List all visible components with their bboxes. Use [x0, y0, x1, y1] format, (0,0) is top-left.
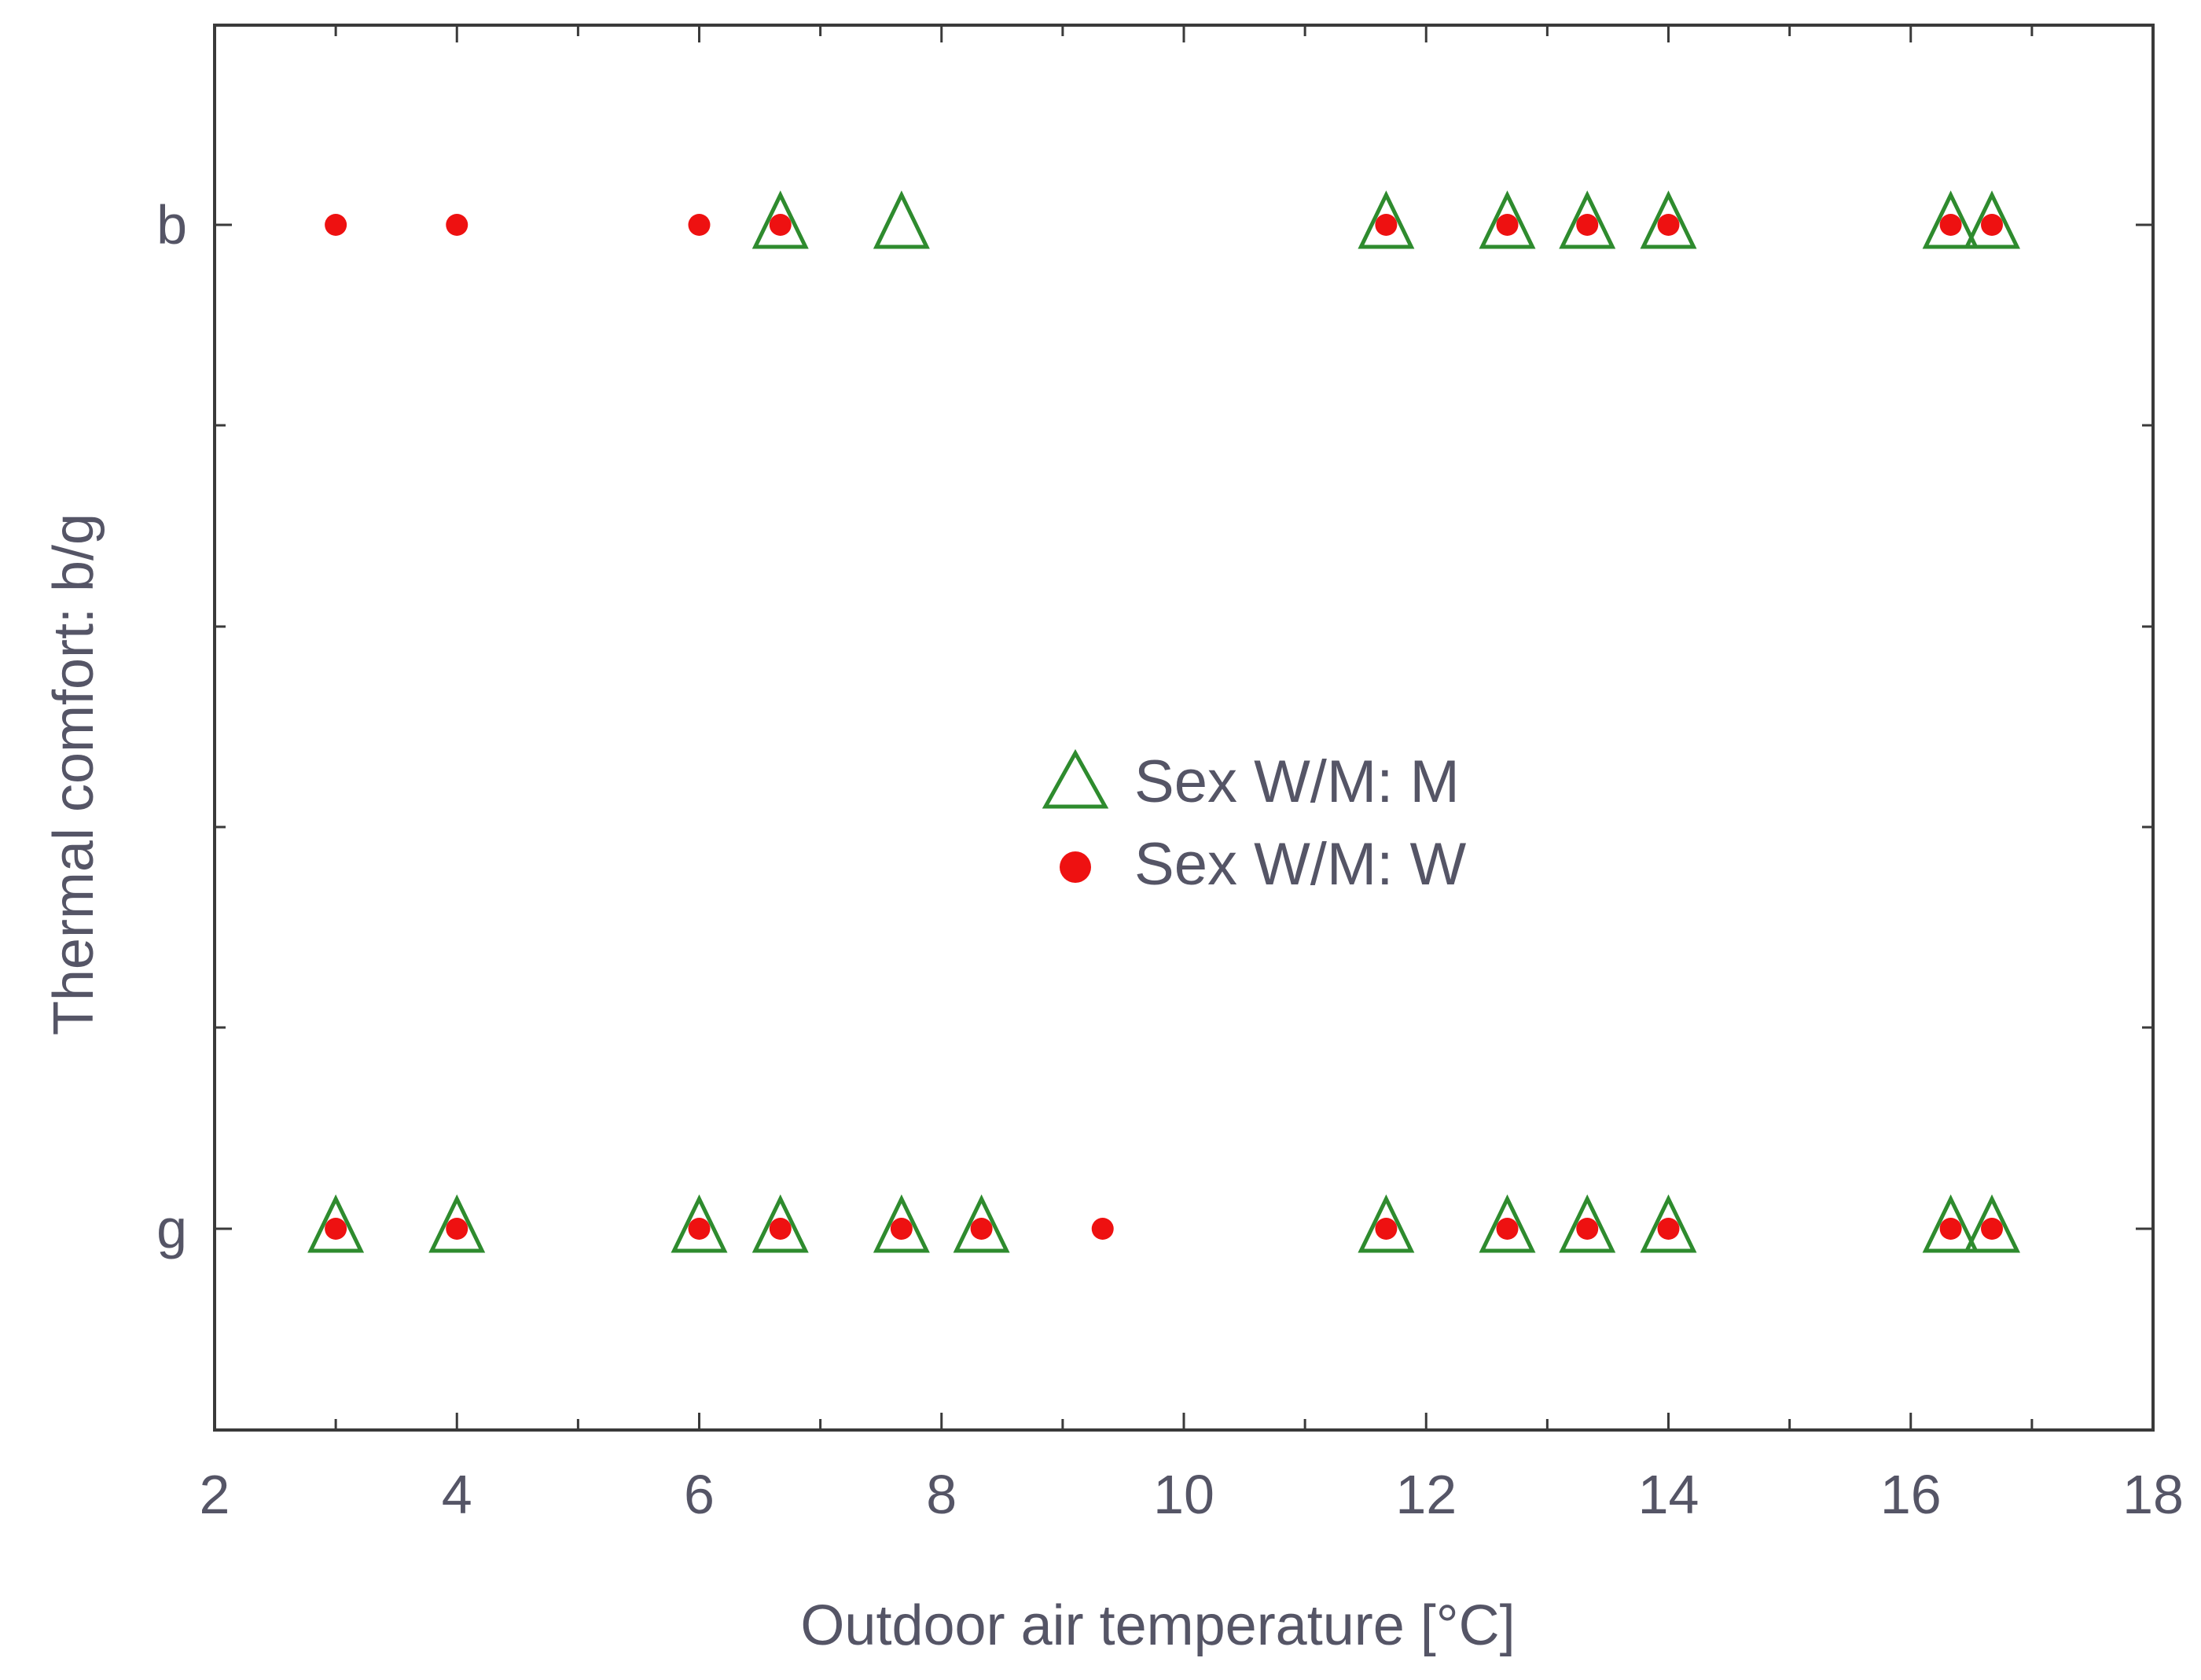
marker-w	[1375, 214, 1398, 236]
marker-w	[1375, 1218, 1398, 1240]
x-tick-label: 6	[684, 1464, 715, 1525]
marker-w	[1576, 214, 1599, 236]
x-tick-label: 14	[1638, 1464, 1699, 1525]
y-tick-label: g	[156, 1198, 187, 1259]
marker-m	[1964, 1194, 2021, 1253]
x-tick-label: 16	[1880, 1464, 1942, 1525]
x-tick-label: 18	[2122, 1464, 2184, 1525]
marker-m	[1358, 190, 1415, 249]
marker-m	[1922, 190, 1979, 249]
marker-m	[1640, 1194, 1697, 1253]
marker-m	[1479, 1194, 1536, 1253]
marker-m	[1922, 1194, 1979, 1253]
marker-m	[751, 190, 809, 249]
marker-m	[1559, 190, 1616, 249]
x-tick-label: 4	[442, 1464, 472, 1525]
data-points	[307, 190, 2021, 1253]
marker-w	[446, 214, 468, 236]
marker-w	[1939, 1218, 1962, 1240]
marker-w	[769, 214, 792, 236]
marker-m	[1964, 190, 2021, 249]
marker-w	[325, 214, 347, 236]
marker-w	[688, 1218, 711, 1240]
marker-m	[1358, 1194, 1415, 1253]
marker-w	[688, 214, 711, 236]
marker-w	[1657, 214, 1680, 236]
marker-w	[1496, 214, 1519, 236]
plot-frame	[213, 24, 2155, 1432]
x-tick-label: 10	[1153, 1464, 1214, 1525]
marker-w	[446, 1218, 468, 1240]
marker-w	[1576, 1218, 1599, 1240]
marker-w	[1981, 214, 2004, 236]
x-tick-label: 8	[926, 1464, 957, 1525]
x-tick-label: 12	[1395, 1464, 1457, 1525]
axis-ticks	[213, 25, 2155, 1430]
marker-m	[953, 1194, 1010, 1253]
marker-m	[1559, 1194, 1616, 1253]
y-tick-label: b	[156, 194, 187, 255]
marker-w	[1496, 1218, 1519, 1240]
marker-w	[769, 1218, 792, 1240]
marker-m	[1640, 190, 1697, 249]
x-tick-label: 2	[200, 1464, 230, 1525]
marker-m	[307, 1194, 365, 1253]
legend-label-w: Sex W/M: W	[1134, 831, 1466, 898]
legend-label-m: Sex W/M: M	[1134, 748, 1460, 815]
marker-m	[751, 1194, 809, 1253]
axis-tick-labels: 2 4 6 8 10 12 14 16 18 b g	[156, 194, 2184, 1525]
x-axis-title: Outdoor air temperature [°C]	[800, 1594, 1515, 1657]
marker-m	[873, 1194, 930, 1253]
marker-m	[671, 1194, 728, 1253]
marker-w	[1091, 1218, 1114, 1240]
marker-w	[890, 1218, 913, 1240]
marker-m	[873, 190, 930, 249]
legend-marker-m	[1042, 748, 1109, 809]
marker-w	[1657, 1218, 1680, 1240]
marker-w	[1939, 214, 1962, 236]
legend: Sex W/M: M Sex W/M: W	[1042, 748, 1466, 898]
marker-w	[325, 1218, 347, 1240]
marker-w	[970, 1218, 993, 1240]
y-axis-title: Thermal comfort: b/g	[42, 513, 105, 1035]
marker-m	[1479, 190, 1536, 249]
marker-w	[1981, 1218, 2004, 1240]
marker-m	[428, 1194, 486, 1253]
legend-marker-w	[1060, 851, 1091, 883]
